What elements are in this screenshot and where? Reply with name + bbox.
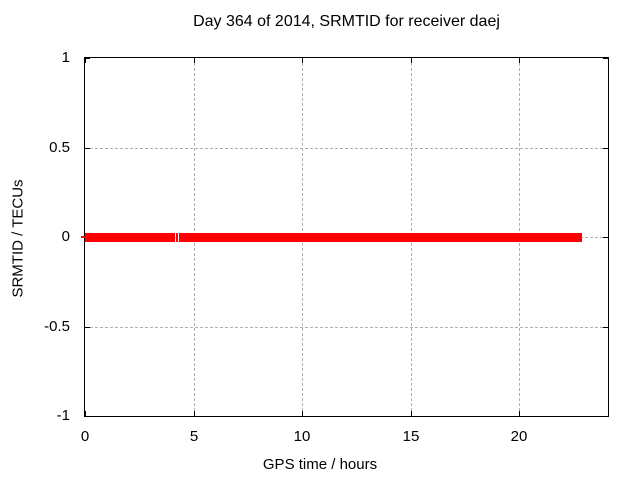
x-tick-label: 10 xyxy=(293,428,311,445)
y-tick-label: 1 xyxy=(61,49,70,66)
x-tick-mark xyxy=(519,58,520,63)
x-tick-mark xyxy=(85,58,86,63)
gridline-y-0.5 xyxy=(85,148,608,149)
y-tick-mark xyxy=(85,148,90,149)
plot-area xyxy=(81,57,609,417)
y-tick-label: -0.5 xyxy=(44,318,70,335)
series-segment xyxy=(179,233,582,242)
x-tick-label: 15 xyxy=(402,428,420,445)
y-tick-label: -1 xyxy=(56,407,70,424)
x-tick-mark xyxy=(302,58,303,63)
x-tick-mark xyxy=(302,411,303,416)
x-tick-mark xyxy=(411,58,412,63)
x-tick-label: 20 xyxy=(510,428,528,445)
x-tick-label: 5 xyxy=(189,428,199,445)
y-tick-label: 0 xyxy=(61,228,70,245)
y-tick-mark xyxy=(603,416,608,417)
chart-title: Day 364 of 2014, SRMTID for receiver dae… xyxy=(193,13,500,30)
x-tick-mark xyxy=(194,58,195,63)
y-tick-label: 0.5 xyxy=(49,139,70,156)
series-segment xyxy=(176,233,178,242)
x-tick-label: 0 xyxy=(80,428,90,445)
x-tick-mark xyxy=(519,411,520,416)
y-tick-mark xyxy=(85,327,90,328)
x-tick-mark xyxy=(411,411,412,416)
y-tick-mark xyxy=(603,148,608,149)
y-tick-mark xyxy=(85,58,90,59)
y-tick-mark xyxy=(603,58,608,59)
x-tick-mark xyxy=(194,411,195,416)
series-start-notch xyxy=(81,236,85,238)
y-tick-mark xyxy=(85,416,90,417)
x-tick-mark xyxy=(85,411,86,416)
y-tick-mark xyxy=(603,237,608,238)
y-tick-mark xyxy=(603,327,608,328)
gridline-y--0.5 xyxy=(85,327,608,328)
series-segment xyxy=(85,233,175,242)
x-axis-label: GPS time / hours xyxy=(262,456,378,473)
